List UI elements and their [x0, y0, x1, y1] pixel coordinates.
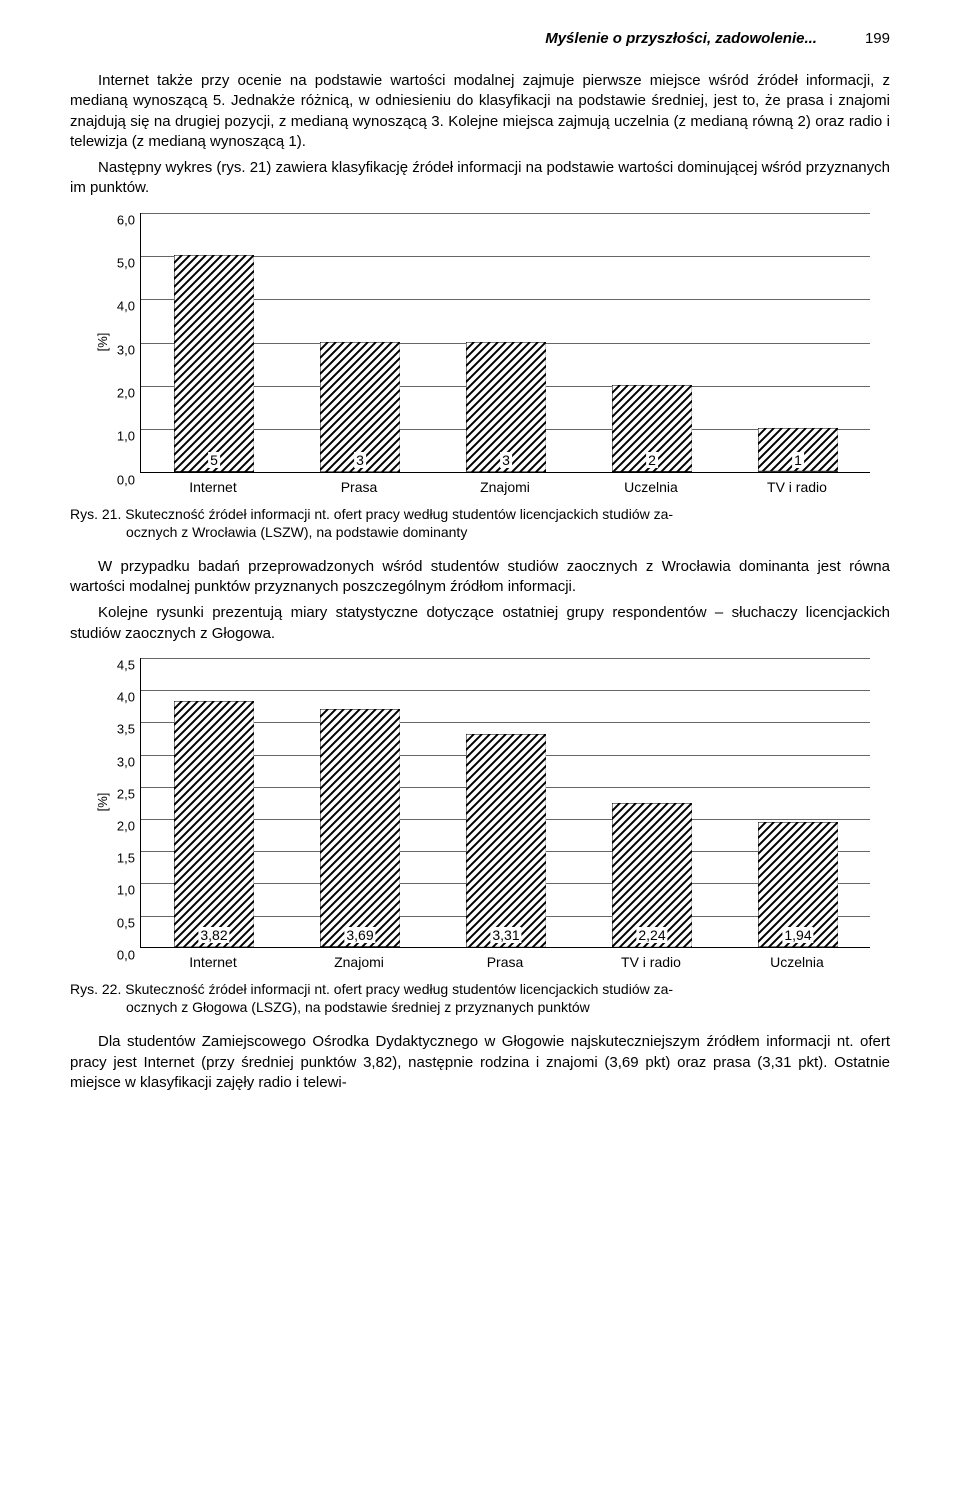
bar: 1 — [758, 428, 838, 471]
running-head: Myślenie o przyszłości, zadowolenie... 1… — [70, 30, 890, 47]
y-tick-label: 0,0 — [117, 472, 141, 487]
x-tick-label: Prasa — [432, 954, 578, 970]
y-tick-label: 5,0 — [117, 255, 141, 270]
caption-1-lead: Rys. 21. Skuteczność źródeł informacji n… — [70, 506, 334, 522]
y-tick-label: 2,0 — [117, 819, 141, 834]
gridline — [141, 658, 870, 659]
bar: 3,69 — [320, 709, 400, 947]
y-axis-label: [%] — [95, 333, 110, 352]
bar-value-label: 3 — [354, 452, 366, 468]
chart-1: [%] 0,0 1,0 2,0 3,0 4,0 5,0 6,0 5 3 3 — [90, 213, 870, 495]
bar: 5 — [174, 255, 254, 472]
bar-value-label: 2 — [646, 452, 658, 468]
bar-value-label: 5 — [208, 452, 220, 468]
running-head-page: 199 — [865, 30, 890, 47]
gridline — [141, 213, 870, 214]
y-tick-label: 2,0 — [117, 385, 141, 400]
bar-value-label: 3 — [500, 452, 512, 468]
y-tick-label: 4,0 — [117, 690, 141, 705]
bar-value-label: 1,94 — [782, 927, 813, 943]
x-tick-label: Internet — [140, 954, 286, 970]
bar: 3,82 — [174, 701, 254, 947]
x-tick-label: Internet — [140, 479, 286, 495]
paragraph-4-text: Kolejne rysunki prezentują miary statyst… — [70, 604, 890, 641]
x-axis-labels: InternetZnajomiPrasaTV i radioUczelnia — [140, 954, 870, 970]
chart-2-wrap: [%] 0,0 0,5 1,0 1,5 2,0 2,5 3,0 3,5 4,0 4,5 3,82 3… — [70, 658, 890, 970]
x-tick-label: Znajomi — [432, 479, 578, 495]
y-tick-label: 1,0 — [117, 883, 141, 898]
x-tick-label: TV i radio — [724, 479, 870, 495]
bar: 2,24 — [612, 803, 692, 947]
x-tick-label: Uczelnia — [724, 954, 870, 970]
x-tick-label: TV i radio — [578, 954, 724, 970]
bar: 2 — [612, 385, 692, 472]
bar-value-label: 3,69 — [344, 927, 375, 943]
y-tick-label: 3,0 — [117, 754, 141, 769]
paragraph-3: W przypadku badań przeprowadzonych wśród… — [70, 557, 890, 598]
y-axis-label: [%] — [95, 793, 110, 812]
y-tick-label: 1,0 — [117, 429, 141, 444]
page: Myślenie o przyszłości, zadowolenie... 1… — [0, 0, 960, 1139]
x-tick-label: Prasa — [286, 479, 432, 495]
caption-1-rest-inline: ofert pracy według studentów licencjacki… — [334, 506, 673, 522]
paragraph-2: Następny wykres (rys. 21) zawiera klasyf… — [70, 158, 890, 199]
paragraph-1: Internet także przy ocenie na podstawie … — [70, 71, 890, 152]
figure-21-caption: Rys. 21. Skuteczność źródeł informacji n… — [70, 505, 890, 541]
x-tick-label: Uczelnia — [578, 479, 724, 495]
y-tick-label: 3,5 — [117, 722, 141, 737]
y-tick-label: 0,0 — [117, 947, 141, 962]
caption-2-rest-hang: ocznych z Głogowa (LSZG), na podstawie ś… — [70, 998, 890, 1016]
bar-value-label: 2,24 — [636, 927, 667, 943]
figure-22-caption: Rys. 22. Skuteczność źródeł informacji n… — [70, 980, 890, 1016]
y-tick-label: 1,5 — [117, 851, 141, 866]
y-tick-label: 2,5 — [117, 786, 141, 801]
chart-2: [%] 0,0 0,5 1,0 1,5 2,0 2,5 3,0 3,5 4,0 4,5 3,82 3… — [90, 658, 870, 970]
y-tick-label: 0,5 — [117, 915, 141, 930]
y-tick-label: 3,0 — [117, 342, 141, 357]
bar-value-label: 3,31 — [490, 927, 521, 943]
x-tick-label: Znajomi — [286, 954, 432, 970]
running-head-title: Myślenie o przyszłości, zadowolenie... — [545, 30, 817, 47]
y-tick-label: 6,0 — [117, 212, 141, 227]
paragraph-4: Kolejne rysunki prezentują miary statyst… — [70, 603, 890, 644]
paragraph-5: Dla studentów Zamiejscowego Ośrodka Dyda… — [70, 1032, 890, 1093]
gridline — [141, 690, 870, 691]
caption-1-rest-hang: ocznych z Wrocławia (LSZW), na podstawie… — [70, 523, 890, 541]
bar-value-label: 3,82 — [198, 927, 229, 943]
x-axis-labels: InternetPrasaZnajomiUczelniaTV i radio — [140, 479, 870, 495]
bar-value-label: 1 — [792, 452, 804, 468]
chart-1-wrap: [%] 0,0 1,0 2,0 3,0 4,0 5,0 6,0 5 3 3 — [70, 213, 890, 495]
bar: 3,31 — [466, 734, 546, 947]
bar: 3 — [466, 342, 546, 472]
plot-area: [%]0,01,02,03,04,05,06,0 5 3 3 — [140, 213, 870, 473]
bar: 1,94 — [758, 822, 838, 947]
plot-area: [%]0,00,51,01,52,02,53,03,54,04,5 3,82 3… — [140, 658, 870, 948]
caption-2-lead: Rys. 22. Skuteczność źródeł informacji n… — [70, 981, 334, 997]
bar: 3 — [320, 342, 400, 472]
y-tick-label: 4,5 — [117, 657, 141, 672]
y-tick-label: 4,0 — [117, 299, 141, 314]
caption-2-rest-inline: ofert pracy według studentów licencjacki… — [334, 981, 673, 997]
